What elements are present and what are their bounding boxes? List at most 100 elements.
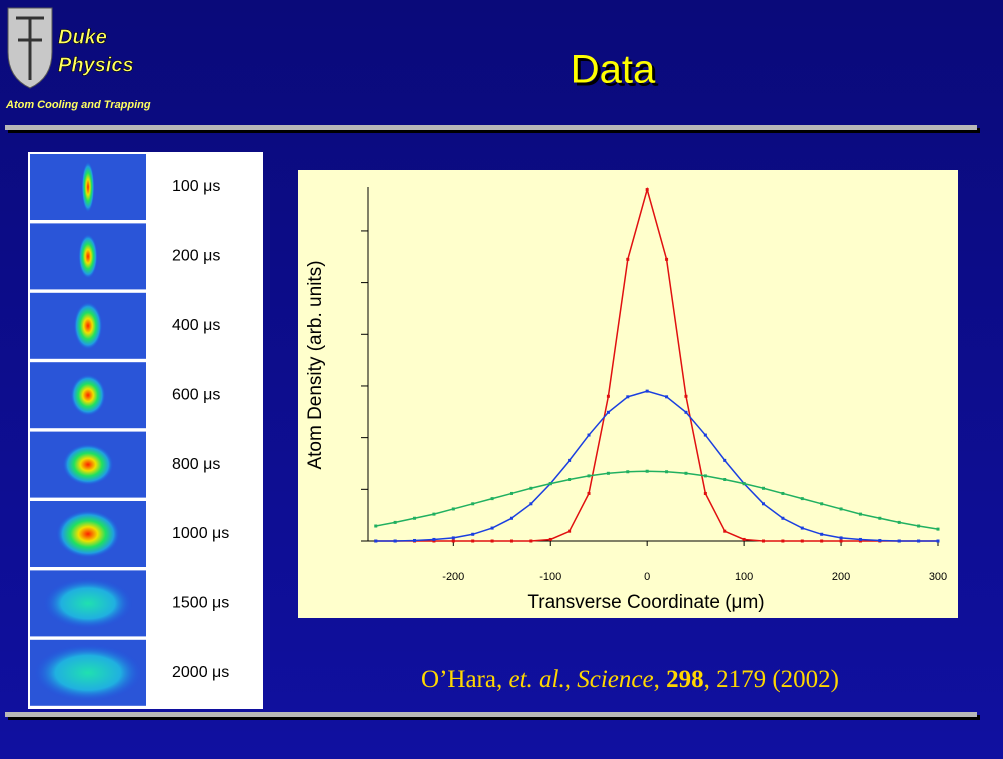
data-point bbox=[413, 516, 417, 520]
x-tick-label: 200 bbox=[832, 571, 850, 583]
data-point bbox=[432, 512, 436, 516]
data-point bbox=[684, 394, 688, 398]
data-point bbox=[471, 502, 475, 506]
data-point bbox=[936, 539, 940, 543]
atom-cloud bbox=[56, 510, 120, 558]
data-point bbox=[451, 507, 455, 511]
image-label: 2000 μs bbox=[172, 664, 229, 681]
data-point bbox=[451, 536, 455, 540]
data-point bbox=[858, 539, 862, 543]
data-point bbox=[490, 526, 494, 530]
data-point bbox=[723, 458, 727, 462]
logo-text: Physics bbox=[58, 54, 134, 76]
data-point bbox=[703, 491, 707, 495]
data-point bbox=[606, 471, 610, 475]
data-point bbox=[917, 524, 921, 528]
logo-text: Duke bbox=[58, 26, 107, 48]
image-label: 400 μs bbox=[172, 317, 220, 334]
citation-part: O’Hara, bbox=[421, 666, 508, 693]
data-point bbox=[587, 474, 591, 478]
data-point bbox=[936, 527, 940, 531]
footer-rule bbox=[5, 712, 977, 717]
atom-cloud bbox=[43, 577, 133, 630]
data-point bbox=[897, 520, 901, 524]
data-point bbox=[665, 470, 669, 474]
data-point bbox=[509, 539, 513, 543]
data-point bbox=[742, 482, 746, 486]
data-point bbox=[917, 539, 921, 543]
x-tick-label: -200 bbox=[442, 571, 464, 583]
data-point bbox=[684, 410, 688, 414]
data-point bbox=[374, 524, 378, 528]
data-point bbox=[529, 539, 533, 543]
image-label: 100 μs bbox=[172, 178, 220, 195]
atom-cloud bbox=[62, 443, 114, 486]
logo-subtitle: Atom Cooling and Trapping bbox=[5, 99, 151, 111]
data-point bbox=[568, 458, 572, 462]
title: Data bbox=[571, 48, 656, 92]
data-point bbox=[878, 538, 882, 542]
series-line bbox=[375, 470, 939, 530]
data-point bbox=[606, 410, 610, 414]
atom-cloud bbox=[78, 234, 98, 279]
x-axis-label: Transverse Coordinate (μm) bbox=[527, 592, 764, 613]
data-point bbox=[703, 433, 707, 437]
x-tick-label: -100 bbox=[539, 571, 561, 583]
data-point bbox=[548, 537, 552, 541]
data-point bbox=[839, 507, 843, 511]
citation-part: , 2179 (2002) bbox=[704, 666, 839, 693]
data-point bbox=[432, 537, 436, 541]
data-point bbox=[626, 470, 630, 474]
data-point bbox=[374, 539, 378, 543]
data-point bbox=[878, 516, 882, 520]
data-point bbox=[897, 539, 901, 543]
data-point bbox=[626, 395, 630, 399]
y-axis-label: Atom Density (arb. units) bbox=[305, 260, 326, 469]
x-tick-label: 100 bbox=[735, 571, 753, 583]
data-point bbox=[626, 257, 630, 261]
data-point bbox=[858, 537, 862, 541]
data-point bbox=[529, 486, 533, 490]
header-rule bbox=[5, 125, 977, 130]
data-point bbox=[762, 486, 766, 490]
atom-cloud bbox=[70, 374, 106, 417]
data-point bbox=[568, 478, 572, 482]
data-point bbox=[839, 539, 843, 543]
citation-part: et. al., Science bbox=[508, 666, 653, 693]
data-point bbox=[762, 502, 766, 506]
data-point bbox=[703, 474, 707, 478]
x-tick-label: 0 bbox=[644, 571, 650, 583]
data-point bbox=[762, 539, 766, 543]
atom-cloud bbox=[33, 644, 143, 702]
data-point bbox=[684, 471, 688, 475]
atom-cloud bbox=[73, 301, 103, 350]
data-point bbox=[490, 497, 494, 501]
image-label: 600 μs bbox=[172, 386, 220, 403]
data-point bbox=[509, 516, 513, 520]
data-point bbox=[587, 491, 591, 495]
data-point bbox=[509, 491, 513, 495]
data-point bbox=[781, 539, 785, 543]
data-point bbox=[645, 469, 649, 473]
data-point bbox=[645, 389, 649, 393]
data-point bbox=[393, 539, 397, 543]
image-label: 1000 μs bbox=[172, 525, 229, 542]
title-shadow: Data bbox=[574, 51, 659, 95]
citation-part: , bbox=[654, 666, 667, 693]
data-point bbox=[781, 516, 785, 520]
data-point bbox=[742, 537, 746, 541]
rule-shadow bbox=[8, 715, 980, 720]
rule-shadow bbox=[8, 128, 980, 133]
data-point bbox=[393, 520, 397, 524]
chart-panel bbox=[298, 170, 958, 618]
data-point bbox=[490, 539, 494, 543]
data-point bbox=[723, 478, 727, 482]
data-point bbox=[529, 502, 533, 506]
data-point bbox=[587, 433, 591, 437]
data-point bbox=[800, 526, 804, 530]
data-point bbox=[548, 482, 552, 486]
image-label: 1500 μs bbox=[172, 595, 229, 612]
x-tick-label: 300 bbox=[929, 571, 947, 583]
